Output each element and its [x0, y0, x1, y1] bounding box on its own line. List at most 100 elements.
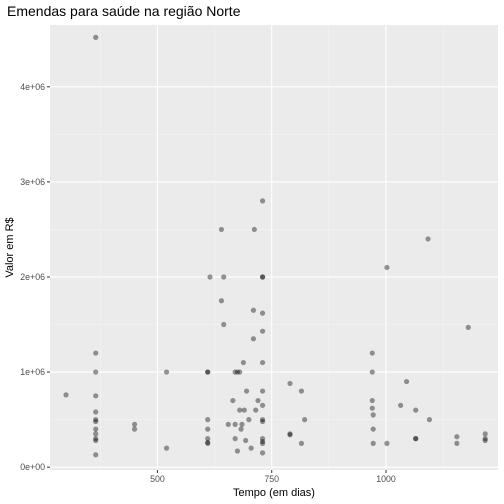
data-point: [93, 417, 99, 423]
data-point: [425, 236, 431, 242]
data-point: [93, 436, 99, 442]
data-point: [221, 274, 227, 280]
x-axis: 500 750 1000: [150, 470, 396, 484]
data-point: [259, 417, 266, 423]
data-point: [465, 324, 471, 330]
x-tick-label: 500: [150, 474, 165, 484]
data-point: [131, 426, 138, 432]
data-point: [370, 412, 376, 418]
data-point: [243, 437, 249, 444]
data-point: [218, 226, 225, 233]
data-point: [243, 388, 250, 394]
data-point: [370, 426, 376, 432]
data-point: [253, 407, 259, 413]
data-point: [205, 417, 211, 423]
data-point: [218, 298, 225, 304]
data-point: [413, 407, 419, 413]
minor-gridlines: [50, 25, 498, 470]
data-point: [369, 350, 375, 356]
data-point: [426, 417, 433, 423]
data-point: [413, 436, 419, 442]
data-point: [205, 369, 211, 375]
data-point: [163, 445, 170, 451]
data-point: [259, 274, 266, 280]
data-point: [205, 426, 211, 432]
chart-title: Emendas para saúde na região Norte: [7, 3, 241, 19]
data-point: [93, 431, 99, 437]
x-tick-label: 750: [264, 474, 279, 484]
data-point: [232, 436, 238, 442]
y-tick-label: 0e+00: [20, 462, 45, 472]
data-point: [287, 380, 293, 387]
data-point: [454, 434, 460, 440]
y-tick-label: 2e+06: [20, 272, 45, 282]
data-point: [63, 392, 69, 398]
data-point: [205, 369, 211, 375]
data-point: [93, 350, 99, 356]
data-point: [287, 432, 293, 438]
data-point: [369, 405, 375, 411]
data-point: [225, 421, 231, 427]
data-point: [93, 437, 99, 444]
y-tick-label: 3e+06: [20, 177, 45, 187]
data-point: [237, 407, 243, 413]
data-point: [238, 426, 244, 432]
data-point: [259, 310, 266, 316]
data-point: [237, 369, 243, 375]
x-tick-label: 1000: [376, 474, 396, 484]
data-point: [207, 274, 213, 280]
data-points: [63, 34, 488, 458]
data-point: [259, 450, 266, 456]
data-point: [248, 445, 254, 451]
data-point: [234, 369, 241, 375]
data-point: [205, 439, 211, 446]
plot-panel: [50, 25, 498, 470]
data-point: [403, 378, 410, 385]
y-axis: 0e+00 1e+06 2e+06 3e+06 4e+06: [20, 82, 50, 472]
data-point: [370, 440, 376, 446]
data-point: [369, 369, 375, 375]
data-point: [232, 369, 238, 375]
data-point: [93, 34, 99, 40]
data-point: [234, 448, 241, 454]
data-point: [369, 397, 375, 404]
y-axis-title: Valor em R$: [4, 217, 16, 277]
data-point: [287, 431, 293, 437]
data-point: [298, 440, 305, 446]
data-point: [230, 397, 236, 404]
data-point: [384, 440, 390, 446]
data-point: [131, 421, 138, 427]
data-point: [240, 359, 246, 366]
data-point: [246, 417, 252, 423]
data-point: [259, 418, 266, 425]
data-point: [93, 418, 99, 425]
data-point: [93, 393, 99, 399]
data-point: [205, 436, 211, 442]
y-tick-label: 1e+06: [20, 367, 45, 377]
major-gridlines: [50, 25, 498, 470]
data-point: [93, 369, 99, 375]
data-point: [241, 407, 247, 413]
data-point: [232, 421, 238, 427]
data-point: [221, 321, 227, 328]
data-point: [163, 369, 170, 375]
data-point: [482, 436, 488, 442]
data-point: [259, 274, 266, 280]
data-point: [259, 436, 266, 442]
data-point: [250, 307, 257, 313]
data-point: [259, 440, 266, 446]
data-point: [93, 452, 99, 458]
data-point: [205, 440, 211, 446]
data-point: [93, 426, 99, 432]
data-point: [93, 409, 99, 415]
data-point: [384, 264, 390, 271]
data-point: [298, 388, 305, 394]
data-point: [239, 421, 245, 427]
y-tick-label: 4e+06: [20, 82, 45, 92]
data-point: [302, 417, 308, 423]
data-point: [251, 226, 257, 233]
data-point: [454, 440, 460, 446]
data-point: [259, 328, 266, 334]
data-point: [259, 438, 266, 445]
